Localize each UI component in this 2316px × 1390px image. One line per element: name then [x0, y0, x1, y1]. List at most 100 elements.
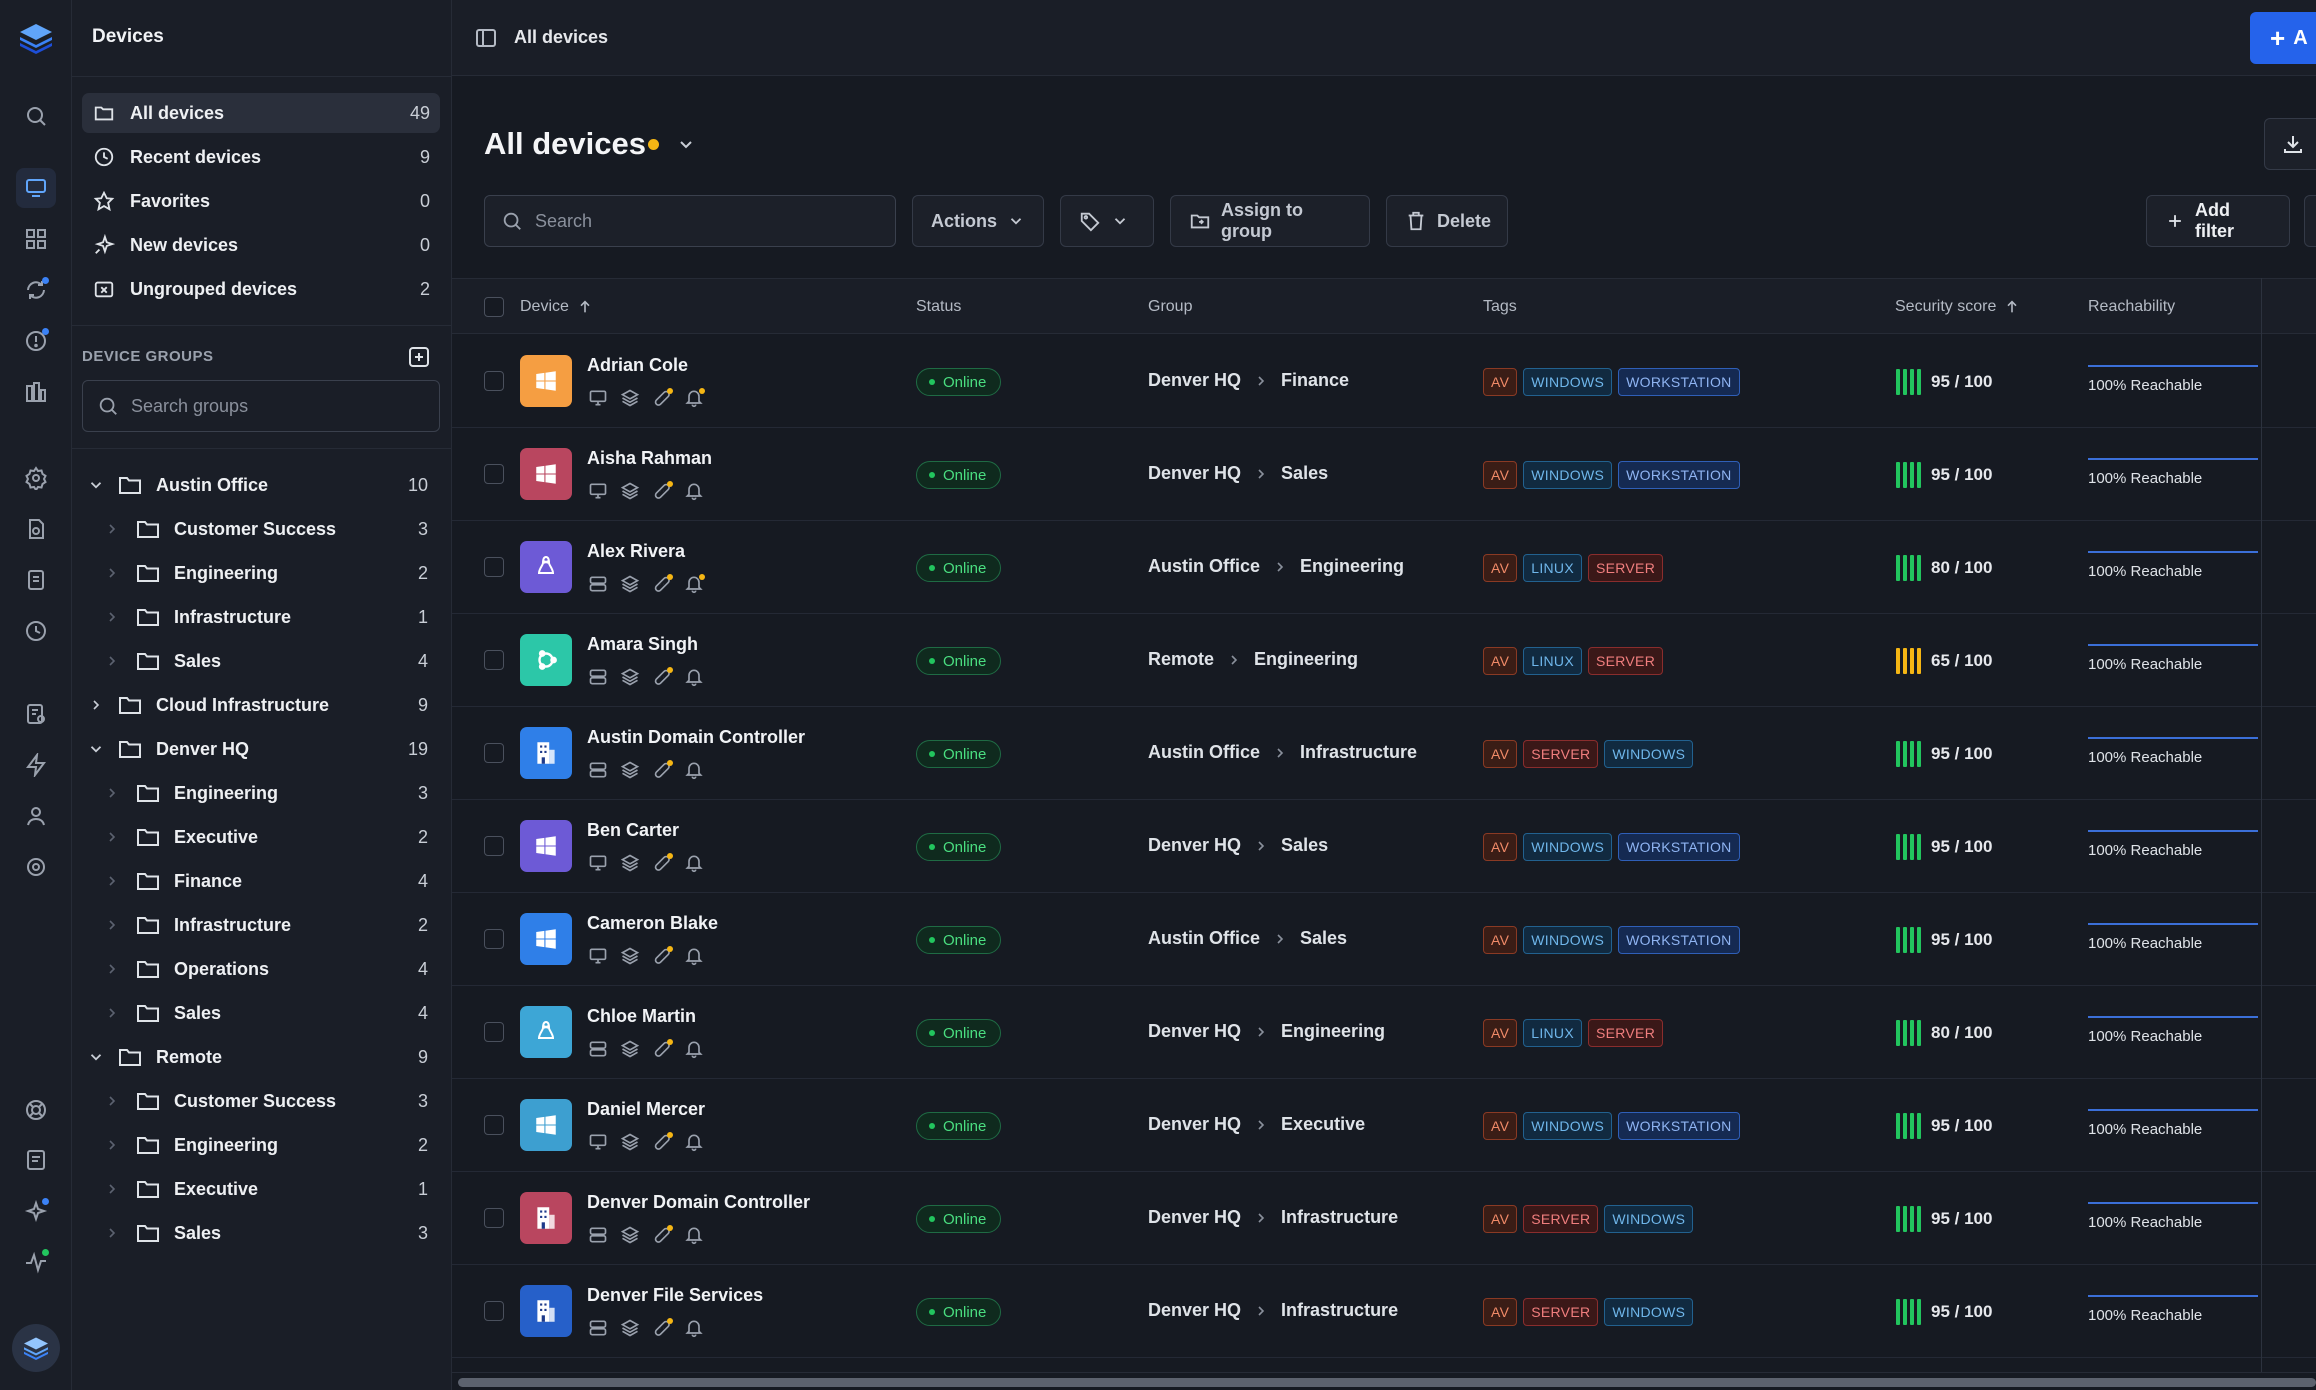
row-checkbox[interactable] [484, 464, 504, 484]
row-checkbox[interactable] [484, 1301, 504, 1321]
horizontal-scrollbar[interactable] [452, 1372, 2316, 1390]
grid-icon[interactable] [16, 219, 56, 259]
gear-icon[interactable] [16, 847, 56, 887]
settings-gear-icon[interactable] [16, 458, 56, 498]
group-path[interactable]: Denver HQ Infrastructure [1148, 1207, 1398, 1228]
subgroup-tree-item[interactable]: Sales 3 [72, 1213, 452, 1253]
column-status[interactable]: Status [916, 298, 961, 316]
actions-dropdown[interactable]: Actions [912, 195, 1044, 247]
group-path[interactable]: Remote Engineering [1148, 649, 1358, 670]
tag-dropdown[interactable] [1060, 195, 1154, 247]
user-avatar[interactable] [12, 1324, 60, 1372]
nav-item[interactable]: All devices 49 [82, 93, 440, 133]
subgroup-tree-item[interactable]: Sales 4 [72, 641, 452, 681]
sidebar-toggle-icon[interactable] [474, 26, 498, 50]
subgroup-tree-item[interactable]: Executive 2 [72, 817, 452, 857]
nav-item[interactable]: New devices 0 [82, 225, 440, 265]
device-name[interactable]: Adrian Cole [587, 355, 689, 375]
row-checkbox[interactable] [484, 836, 504, 856]
column-device[interactable]: Device [520, 298, 593, 316]
checklist-icon[interactable] [16, 694, 56, 734]
more-filters-button[interactable] [2304, 195, 2316, 247]
group-path[interactable]: Denver HQ Infrastructure [1148, 1300, 1398, 1321]
subgroup-tree-item[interactable]: Engineering 3 [72, 773, 452, 813]
add-group-icon[interactable] [406, 344, 432, 370]
notes-icon[interactable] [16, 1140, 56, 1180]
search-icon[interactable] [16, 96, 56, 136]
device-name[interactable]: Daniel Mercer [587, 1099, 706, 1119]
group-tree-item[interactable]: Cloud Infrastructure 9 [72, 685, 452, 725]
subgroup-tree-item[interactable]: Infrastructure 1 [72, 597, 452, 637]
table-row[interactable]: Adrian Cole Online Denver HQ Finance AV WINDO… [452, 335, 2316, 428]
group-tree-item[interactable]: Denver HQ 19 [72, 729, 452, 769]
row-checkbox[interactable] [484, 1022, 504, 1042]
chevron-right-icon[interactable] [102, 915, 122, 935]
device-name[interactable]: Chloe Martin [587, 1006, 697, 1026]
subgroup-tree-item[interactable]: Infrastructure 2 [72, 905, 452, 945]
table-row[interactable]: Denver File Services Online Denver HQ Infra… [452, 1265, 2316, 1358]
table-row[interactable]: Aisha Rahman Online Denver HQ Sales AV WINDOW… [452, 428, 2316, 521]
subgroup-tree-item[interactable]: Customer Success 3 [72, 1081, 452, 1121]
add-filter-button[interactable]: Add filter [2146, 195, 2290, 247]
device-search-field[interactable] [484, 195, 896, 247]
subgroup-tree-item[interactable]: Customer Success 3 [72, 509, 452, 549]
activity-icon[interactable] [16, 1242, 56, 1282]
table-row[interactable]: Amara Singh Online Remote Engineering AV LINU… [452, 614, 2316, 707]
chevron-right-icon[interactable] [102, 563, 122, 583]
group-path[interactable]: Austin Office Engineering [1148, 556, 1404, 577]
chevron-right-icon[interactable] [102, 871, 122, 891]
search-groups-input[interactable] [131, 395, 421, 417]
reports-icon[interactable] [16, 372, 56, 412]
sync-icon[interactable] [16, 270, 56, 310]
chevron-right-icon[interactable] [86, 695, 106, 715]
device-name[interactable]: Cameron Blake [587, 913, 719, 933]
group-path[interactable]: Denver HQ Sales [1148, 463, 1328, 484]
row-checkbox[interactable] [484, 650, 504, 670]
device-name[interactable]: Austin Domain Controller [587, 727, 806, 747]
row-checkbox[interactable] [484, 743, 504, 763]
device-name[interactable]: Alex Rivera [587, 541, 686, 561]
alert-icon[interactable] [16, 321, 56, 361]
device-name[interactable]: Amara Singh [587, 634, 699, 654]
column-reachability[interactable]: Reachability [2088, 298, 2175, 316]
nav-item[interactable]: Favorites 0 [82, 181, 440, 221]
subgroup-tree-item[interactable]: Finance 4 [72, 861, 452, 901]
scrollbar-thumb[interactable] [458, 1378, 2316, 1387]
device-name[interactable]: Denver File Services [587, 1285, 764, 1305]
device-search-input[interactable] [535, 210, 875, 232]
chevron-down-icon[interactable] [86, 1047, 106, 1067]
table-row[interactable]: Alex Rivera Online Austin Office Engineerin… [452, 521, 2316, 614]
ai-sparkle-icon[interactable] [16, 1191, 56, 1231]
subgroup-tree-item[interactable]: Sales 4 [72, 993, 452, 1033]
group-tree-item[interactable]: Remote 9 [72, 1037, 452, 1077]
device-name[interactable]: Denver Domain Controller [587, 1192, 811, 1212]
row-checkbox[interactable] [484, 929, 504, 949]
chevron-right-icon[interactable] [102, 783, 122, 803]
group-tree-item[interactable]: Austin Office 10 [72, 465, 452, 505]
chevron-right-icon[interactable] [102, 1003, 122, 1023]
chevron-right-icon[interactable] [102, 827, 122, 847]
support-icon[interactable] [16, 1090, 56, 1130]
table-row[interactable]: Austin Domain Controller Online Austin Off… [452, 707, 2316, 800]
column-group[interactable]: Group [1148, 298, 1192, 316]
table-row[interactable]: Denver Domain Controller Online Denver HQ I… [452, 1172, 2316, 1265]
subgroup-tree-item[interactable]: Engineering 2 [72, 553, 452, 593]
chevron-right-icon[interactable] [102, 519, 122, 539]
column-tags[interactable]: Tags [1483, 298, 1517, 316]
device-name[interactable]: Ben Carter [587, 820, 680, 840]
delete-button[interactable]: Delete [1386, 195, 1508, 247]
column-security-score[interactable]: Security score [1895, 298, 2020, 316]
chevron-right-icon[interactable] [102, 1179, 122, 1199]
device-name[interactable]: Aisha Rahman [587, 448, 713, 468]
table-row[interactable]: Ben Carter Online Denver HQ Sales AV WINDOWS W… [452, 800, 2316, 893]
chevron-right-icon[interactable] [102, 959, 122, 979]
group-path[interactable]: Austin Office Infrastructure [1148, 742, 1417, 763]
chevron-down-icon[interactable] [86, 739, 106, 759]
chevron-down-icon[interactable] [86, 475, 106, 495]
lightning-icon[interactable] [16, 745, 56, 785]
devices-icon[interactable] [16, 168, 56, 208]
table-row[interactable]: Cameron Blake Online Austin Office Sales AV W… [452, 893, 2316, 986]
row-checkbox[interactable] [484, 371, 504, 391]
chevron-right-icon[interactable] [102, 1091, 122, 1111]
chevron-right-icon[interactable] [102, 607, 122, 627]
